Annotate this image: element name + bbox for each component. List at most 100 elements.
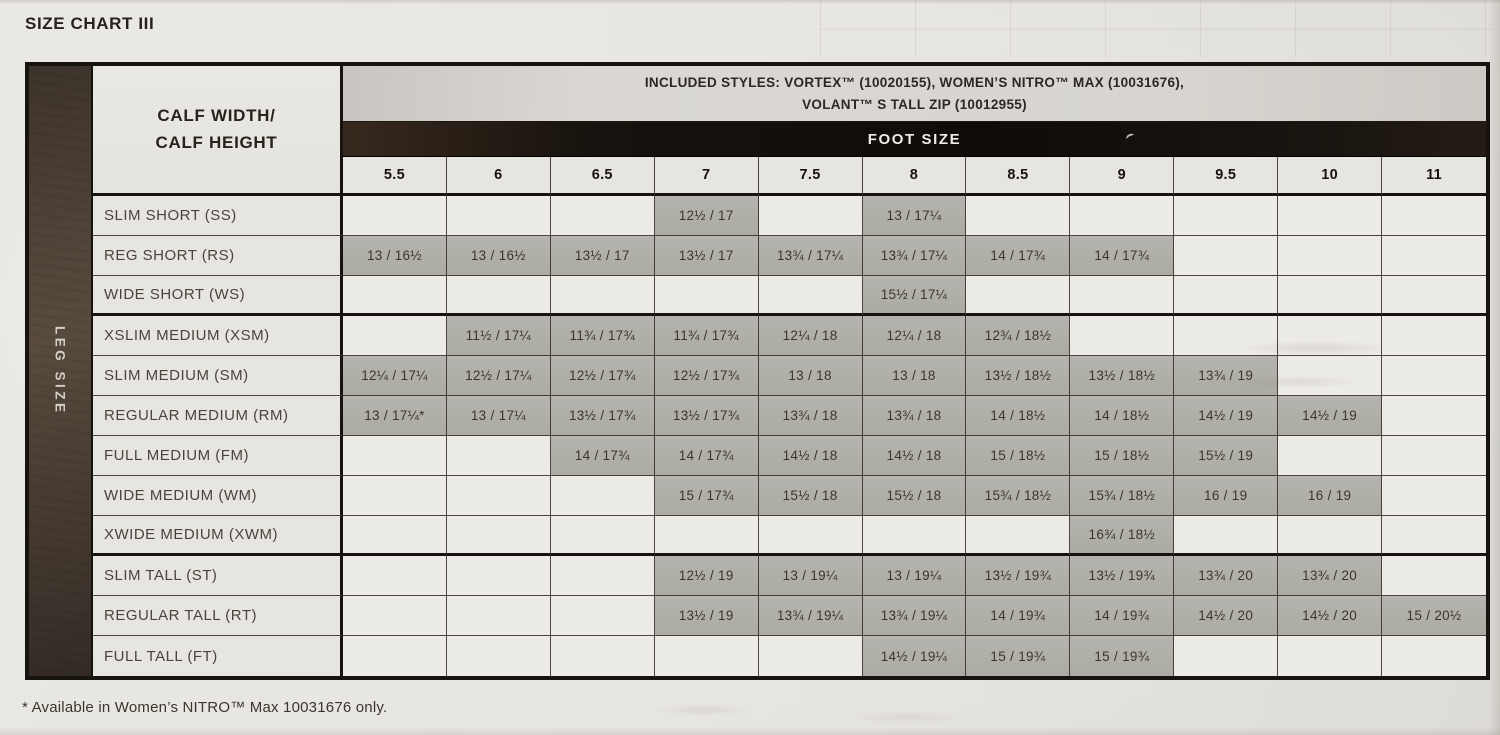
foot-size-col-6.5: 6.5 [550, 157, 655, 196]
size-cell: 13 / 17¼* [343, 396, 447, 436]
size-cell [446, 436, 551, 476]
size-cell [1278, 636, 1383, 676]
size-cell: 14½ / 19 [1174, 396, 1279, 436]
row-label-ss: SLIM SHORT (SS) [93, 196, 343, 236]
size-cell: 13½ / 19¾ [1070, 556, 1175, 596]
size-cell: 13¾ / 19¼ [758, 596, 863, 636]
foot-size-header: FOOT SIZE [343, 122, 1486, 157]
size-cell [966, 276, 1071, 316]
size-cell: 12¼ / 18 [758, 316, 863, 356]
row-label-fm: FULL MEDIUM (FM) [93, 436, 343, 476]
size-cell: 14 / 17¾ [966, 236, 1071, 276]
size-cell [654, 516, 759, 556]
size-cell: 15 / 18½ [1070, 436, 1175, 476]
row-label-sm: SLIM MEDIUM (SM) [93, 356, 343, 396]
size-cell [1382, 276, 1486, 316]
size-cell: 13¾ / 18 [758, 396, 863, 436]
size-cell: 14 / 18½ [1070, 396, 1175, 436]
footnote: * Available in Women’s NITRO™ Max 100316… [22, 699, 388, 716]
size-cell: 13½ / 18½ [1070, 356, 1175, 396]
size-cell: 15½ / 18 [862, 476, 967, 516]
row-label-st: SLIM TALL (ST) [93, 556, 343, 596]
size-cell [1070, 196, 1175, 236]
size-cell: 13 / 17¼ [446, 396, 551, 436]
size-cell: 15½ / 17¼ [862, 276, 967, 316]
size-cell [550, 516, 655, 556]
size-cell [1174, 276, 1279, 316]
size-cell [343, 516, 447, 556]
photo-artifact [1124, 132, 1137, 143]
size-cell: 16 / 19 [1278, 476, 1383, 516]
size-cell [343, 436, 447, 476]
size-cell: 14½ / 20 [1174, 596, 1279, 636]
size-cell [1382, 636, 1486, 676]
size-cell [1070, 276, 1175, 316]
page-bleedthrough-top [820, 0, 1492, 58]
size-cell: 12¼ / 17¼ [343, 356, 447, 396]
size-cell: 12½ / 17 [654, 196, 759, 236]
size-cell [550, 276, 655, 316]
foot-size-label: FOOT SIZE [867, 130, 962, 148]
size-cell [1278, 516, 1383, 556]
page-title: SIZE CHART III [25, 14, 155, 33]
size-cell: 14½ / 19¼ [862, 636, 967, 676]
size-cell: 13¾ / 17¼ [862, 236, 967, 276]
size-cell: 15 / 18½ [966, 436, 1071, 476]
size-cell [1174, 196, 1279, 236]
size-cell [550, 636, 655, 676]
size-cell: 13¾ / 17¼ [758, 236, 863, 276]
size-cell: 14½ / 20 [1278, 596, 1383, 636]
size-cell: 13 / 17¼ [862, 196, 967, 236]
size-cell: 16 / 19 [1174, 476, 1279, 516]
size-cell [1278, 276, 1383, 316]
size-cell [1278, 316, 1383, 356]
size-cell [550, 476, 655, 516]
size-cell: 15½ / 18 [758, 476, 863, 516]
size-cell: 13¾ / 19 [1174, 356, 1279, 396]
size-cell [446, 276, 551, 316]
size-cell [1070, 316, 1175, 356]
size-cell: 13 / 18 [758, 356, 863, 396]
size-cell [1382, 356, 1486, 396]
size-cell [1382, 316, 1486, 356]
size-cell: 13¾ / 20 [1278, 556, 1383, 596]
foot-size-col-7.5: 7.5 [758, 157, 863, 196]
size-cell [1174, 636, 1279, 676]
size-cell: 15 / 19¾ [1070, 636, 1175, 676]
size-cell: 11½ / 17¼ [446, 316, 551, 356]
size-cell [446, 556, 551, 596]
size-cell: 13¾ / 18 [862, 396, 967, 436]
foot-size-col-5.5: 5.5 [343, 157, 447, 196]
size-cell [550, 596, 655, 636]
size-cell [758, 516, 863, 556]
size-cell [1278, 196, 1383, 236]
size-cell: 14 / 19¾ [966, 596, 1071, 636]
size-cell [446, 636, 551, 676]
size-cell [343, 316, 447, 356]
size-cell [862, 516, 967, 556]
size-cell [1278, 356, 1383, 396]
size-cell [446, 196, 551, 236]
size-cell: 13½ / 17 [654, 236, 759, 276]
size-cell [1382, 396, 1486, 436]
size-cell: 13½ / 17 [550, 236, 655, 276]
size-cell [1278, 436, 1383, 476]
size-cell [1382, 236, 1486, 276]
foot-size-col-9: 9 [1070, 157, 1175, 196]
size-cell: 14 / 18½ [966, 396, 1071, 436]
size-cell [966, 196, 1071, 236]
row-label-rt: REGULAR TALL (RT) [93, 596, 343, 636]
size-cell: 13¾ / 19¼ [862, 596, 967, 636]
foot-size-col-9.5: 9.5 [1174, 157, 1279, 196]
row-label-rs: REG SHORT (RS) [93, 236, 343, 276]
size-cell: 15 / 20½ [1382, 596, 1486, 636]
included-styles-header: INCLUDED STYLES: VORTEX™ (10020155), WOM… [343, 66, 1486, 122]
size-cell [1382, 556, 1486, 596]
size-cell: 12½ / 19 [654, 556, 759, 596]
size-cell: 15 / 17¾ [654, 476, 759, 516]
size-cell: 14 / 17¾ [1070, 236, 1175, 276]
size-cell: 13 / 18 [862, 356, 967, 396]
size-cell [446, 476, 551, 516]
size-cell [654, 276, 759, 316]
